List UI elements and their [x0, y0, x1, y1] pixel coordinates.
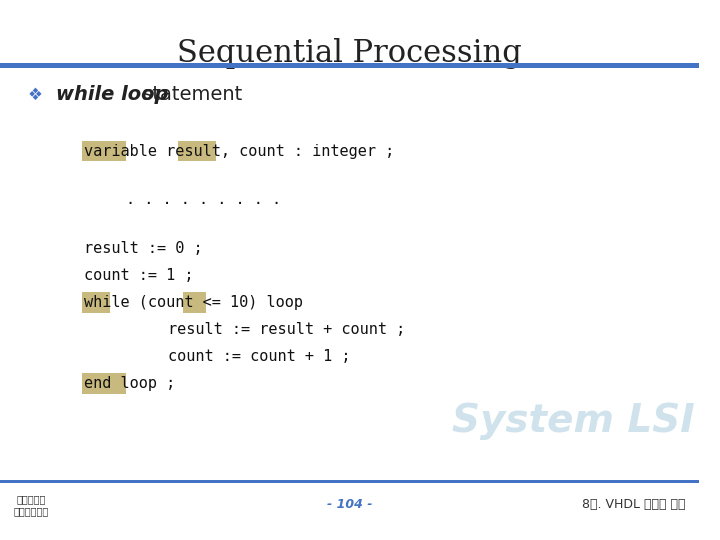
Text: result := 0 ;: result := 0 ; — [84, 241, 202, 256]
Text: while loop: while loop — [56, 85, 168, 104]
Text: System LSI: System LSI — [452, 402, 695, 440]
Text: 홍춘미학교
전자정보미국: 홍춘미학교 전자정보미국 — [14, 494, 49, 516]
Bar — [83, 141, 125, 161]
Text: ❖: ❖ — [28, 85, 42, 104]
Bar — [83, 292, 110, 313]
Text: - 104 -: - 104 - — [327, 498, 372, 511]
Bar — [83, 373, 125, 394]
Text: statement: statement — [136, 85, 243, 104]
Bar — [178, 141, 216, 161]
Text: count := 1 ;: count := 1 ; — [84, 268, 194, 283]
Text: variable result, count : integer ;: variable result, count : integer ; — [84, 144, 394, 159]
Text: . . . . . . . . .: . . . . . . . . . — [126, 192, 281, 207]
Text: end loop ;: end loop ; — [84, 376, 175, 391]
Text: count := count + 1 ;: count := count + 1 ; — [168, 349, 350, 364]
Text: Sequential Processing: Sequential Processing — [177, 38, 522, 69]
Bar — [0, 63, 699, 68]
Bar — [183, 292, 206, 313]
Text: 8장. VHDL 구문과 예제: 8장. VHDL 구문과 예제 — [582, 498, 685, 511]
Bar — [0, 480, 699, 483]
Text: result := result + count ;: result := result + count ; — [168, 322, 405, 337]
Text: while (count <= 10) loop: while (count <= 10) loop — [84, 295, 303, 310]
